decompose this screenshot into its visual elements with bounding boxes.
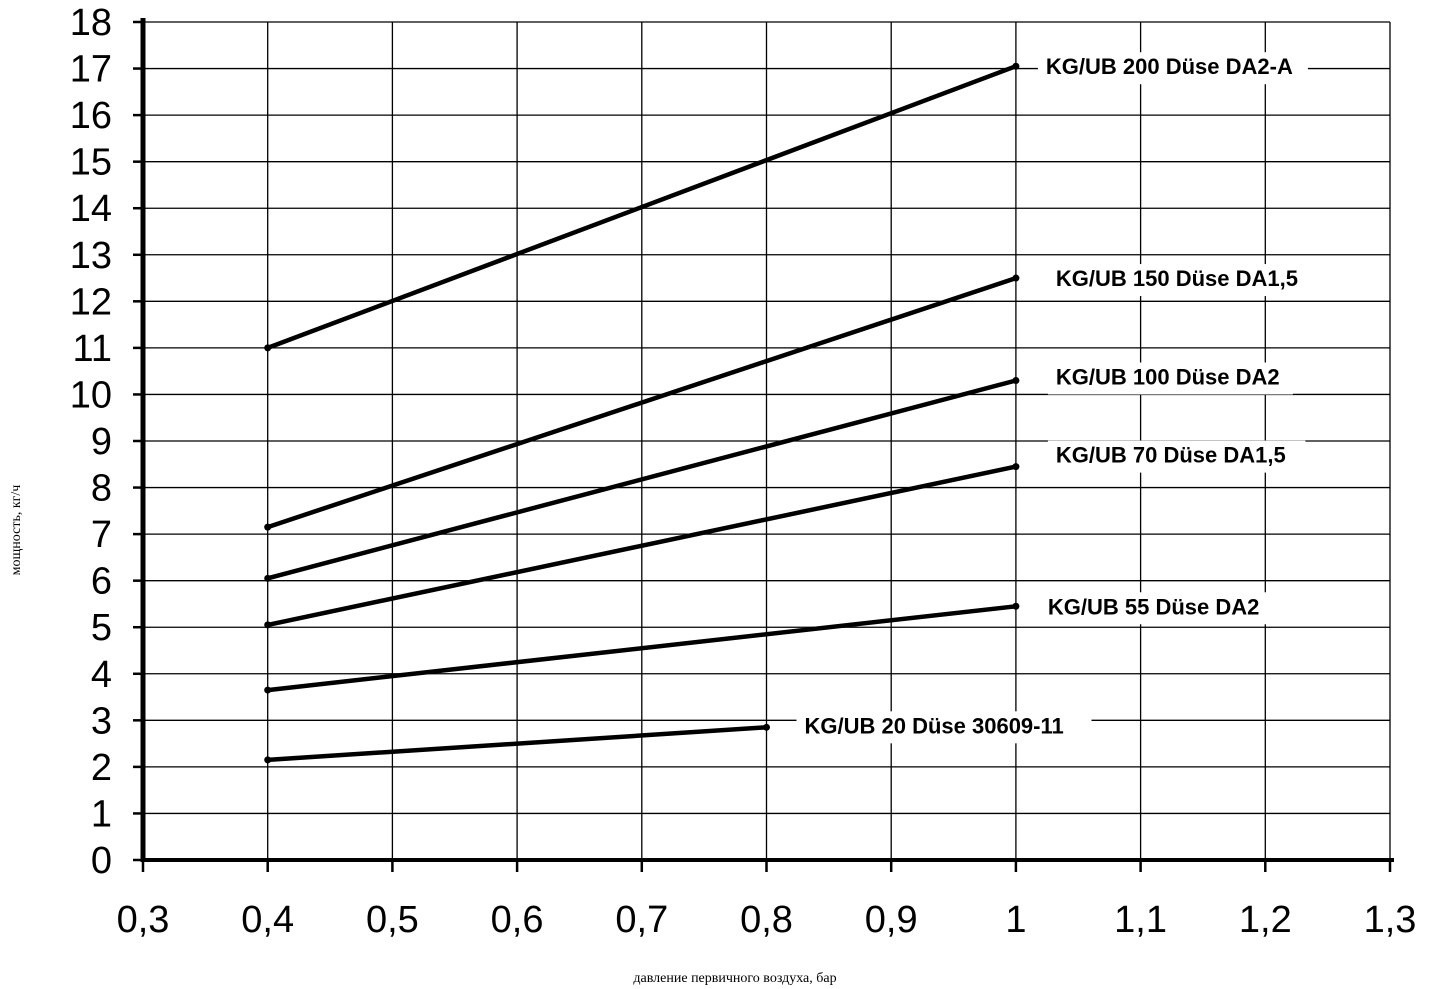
series-label: KG/UB 70 Düse DA1,5 xyxy=(1056,443,1286,468)
series-line xyxy=(265,464,1019,628)
series-point xyxy=(763,723,770,731)
series-point xyxy=(1012,376,1020,384)
x-tick-label: 1,1 xyxy=(1114,899,1167,941)
series-label: KG/UB 55 Düse DA2 xyxy=(1048,594,1260,619)
series-line xyxy=(265,604,1019,693)
series-line xyxy=(265,63,1019,351)
series-label: KG/UB 150 Düse DA1,5 xyxy=(1056,266,1298,291)
y-tick-label: 0 xyxy=(91,840,112,882)
x-tick-label: 1,3 xyxy=(1364,899,1417,941)
y-tick-label: 9 xyxy=(91,421,112,463)
series-label-bg xyxy=(796,711,1092,744)
y-tick-label: 3 xyxy=(91,700,112,742)
y-tick-label: 4 xyxy=(91,654,112,696)
x-tick-label: 1 xyxy=(1005,899,1026,941)
series-label-bg xyxy=(1047,440,1306,473)
series-point xyxy=(1012,463,1020,471)
series-label-bg xyxy=(1037,52,1308,85)
y-tick-label: 18 xyxy=(70,2,112,44)
x-tick-labels: 0,3 0,4 0,5 0,6 0,7 0,8 0,9 1 1,1 1,2 1,3 xyxy=(117,899,1417,941)
series-point xyxy=(264,621,272,629)
y-tick-label: 7 xyxy=(91,514,112,556)
y-tick-label: 14 xyxy=(70,188,112,230)
x-tick-label: 0,9 xyxy=(865,899,918,941)
series-point xyxy=(264,574,272,582)
y-tick-label: 5 xyxy=(91,607,112,649)
grid xyxy=(143,21,1391,860)
y-axis-title: мощность, кг/ч xyxy=(9,485,24,576)
series-line xyxy=(265,275,1019,530)
x-tick-label: 0,5 xyxy=(366,899,419,941)
x-axis-title: давление первичного воздуха, бар xyxy=(633,971,836,986)
series-point xyxy=(1012,274,1020,282)
series-point xyxy=(264,686,272,694)
y-tick-label: 12 xyxy=(70,281,112,323)
y-tick-label: 8 xyxy=(91,468,112,510)
series-label: KG/UB 200 Düse DA2-A xyxy=(1046,54,1293,79)
series-label-bg xyxy=(1047,264,1318,297)
y-tick-label: 13 xyxy=(70,235,112,277)
series-label-bg xyxy=(1047,362,1293,395)
axes xyxy=(133,18,1394,872)
y-tick-label: 16 xyxy=(70,95,112,137)
series-point xyxy=(264,523,272,531)
y-tick-label: 10 xyxy=(70,374,112,416)
x-tick-label: 0,6 xyxy=(491,899,544,941)
series-lines xyxy=(264,62,1020,764)
series-labels: KG/UB 200 Düse DA2-A KG/UB 150 Düse DA1,5… xyxy=(796,52,1318,744)
y-tick-label: 15 xyxy=(70,142,112,184)
y-tick-label: 2 xyxy=(91,747,112,789)
series-point xyxy=(1012,602,1020,610)
y-tick-label: 6 xyxy=(91,561,112,603)
y-tick-label: 17 xyxy=(70,49,112,91)
series-label: KG/UB 100 Düse DA2 xyxy=(1056,364,1280,389)
series-label-bg xyxy=(1039,592,1273,625)
series-point xyxy=(264,344,272,352)
series-line xyxy=(265,378,1019,581)
y-tick-label: 11 xyxy=(73,328,112,370)
series-point xyxy=(1012,62,1020,70)
y-tick-label: 1 xyxy=(91,793,112,835)
x-tick-label: 1,2 xyxy=(1239,899,1292,941)
x-tick-label: 0,4 xyxy=(241,899,294,941)
series-line xyxy=(265,725,769,763)
x-tick-label: 0,8 xyxy=(740,899,793,941)
x-tick-label: 0,7 xyxy=(615,899,668,941)
series-point xyxy=(264,756,272,764)
x-tick-label: 0,3 xyxy=(117,899,170,941)
series-label: KG/UB 20 Düse 30609-11 xyxy=(805,713,1064,738)
